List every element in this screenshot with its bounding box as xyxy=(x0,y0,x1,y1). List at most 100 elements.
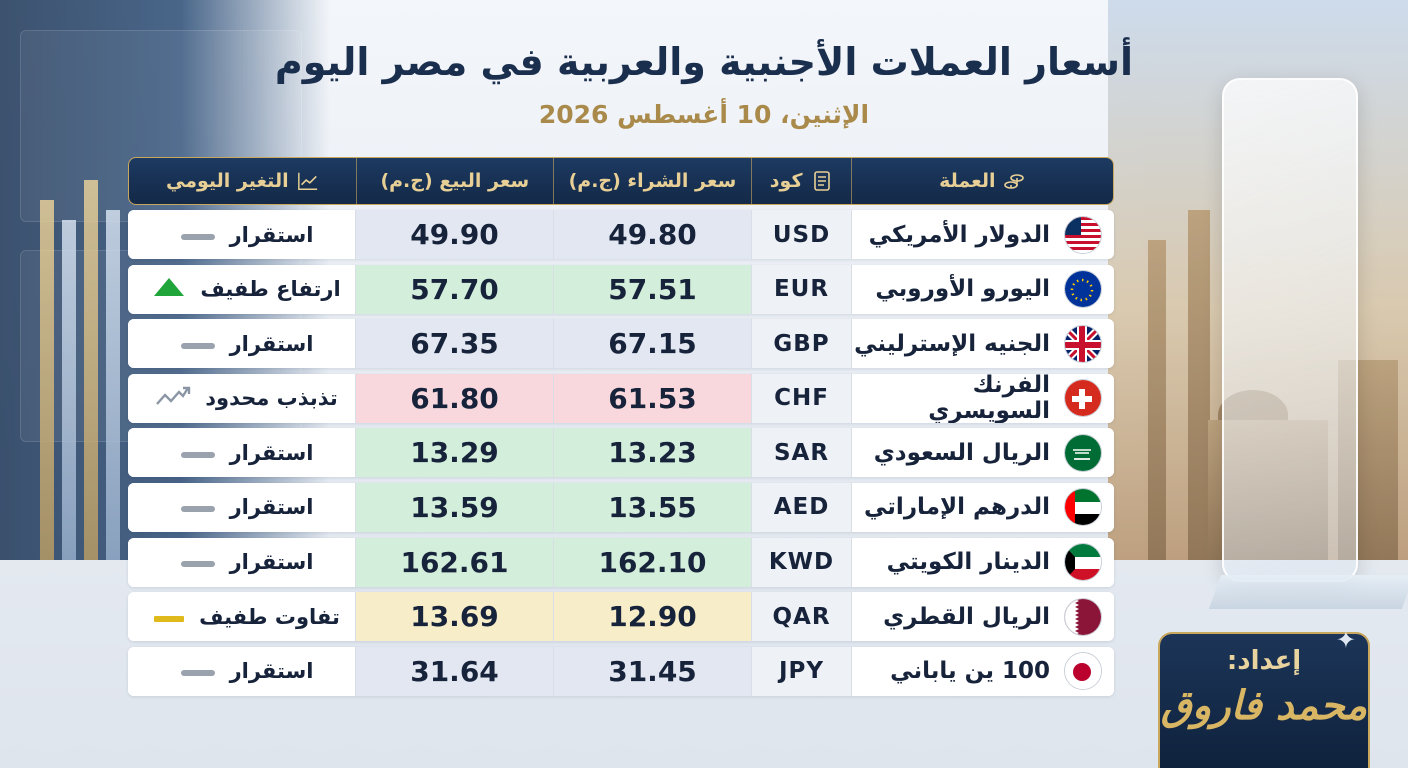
swiss-flag-icon xyxy=(1064,379,1102,418)
daily-change-cell: تذبذب محدود xyxy=(128,373,356,423)
trend-stable-icon xyxy=(180,441,216,465)
currency-name: الجنيه الإسترليني xyxy=(854,330,1050,357)
trend-stable-icon xyxy=(180,332,216,356)
table-row: الفرنك السويسري CHF 61.53 61.80 تذبذب محدود xyxy=(128,373,1114,423)
us-flag-icon xyxy=(1064,215,1102,254)
daily-change-cell: ارتفاع طفيف xyxy=(128,264,356,314)
sell-price: 13.69 xyxy=(356,592,554,642)
buy-price: 57.51 xyxy=(554,264,752,314)
currency-code: QAR xyxy=(752,592,852,642)
currency-name-cell: الجنيه الإسترليني xyxy=(852,319,1114,369)
trend-stable-icon xyxy=(180,550,216,574)
trend-stable-icon xyxy=(180,659,216,683)
currency-name-cell: الريال السعودي xyxy=(852,428,1114,478)
header-code: كود xyxy=(752,158,852,204)
currency-code: USD xyxy=(752,210,852,259)
sell-price: 61.80 xyxy=(356,373,554,423)
currency-name: الدولار الأمريكي xyxy=(868,221,1050,248)
sell-price: 31.64 xyxy=(356,646,554,696)
currency-code: CHF xyxy=(752,373,852,423)
document-icon xyxy=(811,170,833,192)
author-credit-box: ✦ إعداد: محمد فاروق xyxy=(1158,626,1370,768)
credit-label: إعداد: xyxy=(1226,646,1302,676)
table-row: الجنيه الإسترليني GBP 67.15 67.35 استقرار xyxy=(128,319,1114,369)
trend-chart-icon xyxy=(297,170,319,192)
table-row: الدينار الكويتي KWD 162.10 162.61 استقرار xyxy=(128,537,1114,587)
header-change-label: التغير اليومي xyxy=(165,170,289,192)
glass-panel-decoration xyxy=(1222,78,1358,582)
table-row: الدرهم الإماراتي AED 13.55 13.59 استقرار xyxy=(128,482,1114,532)
currency-name-cell: اليورو الأوروبي xyxy=(852,264,1114,314)
currency-code: JPY xyxy=(752,646,852,696)
sparkle-icon: ✦ xyxy=(1335,626,1356,654)
currency-code: SAR xyxy=(752,428,852,478)
sell-price: 13.59 xyxy=(356,482,554,532)
header-currency: العملة xyxy=(852,158,1113,204)
background-bar xyxy=(40,200,54,560)
currency-name-cell: الدينار الكويتي xyxy=(852,537,1114,587)
daily-change-label: استقرار xyxy=(229,222,314,247)
page-date: الإثنين، 10 أغسطس 2026 xyxy=(538,100,870,129)
daily-change-label: استقرار xyxy=(229,659,314,684)
header-buy: سعر الشراء (ج.م) xyxy=(554,158,752,204)
coins-icon xyxy=(1003,170,1025,192)
glass-base-decoration xyxy=(1208,575,1408,609)
trend-slight-icon xyxy=(153,605,185,629)
buy-price: 49.80 xyxy=(554,210,752,259)
japan-flag-icon xyxy=(1064,652,1102,691)
qatar-flag-icon xyxy=(1064,597,1102,636)
background-bar xyxy=(84,180,98,560)
currency-code: AED xyxy=(752,482,852,532)
currency-code: EUR xyxy=(752,264,852,314)
buy-price: 162.10 xyxy=(554,537,752,587)
currency-name-cell: الدرهم الإماراتي xyxy=(852,482,1114,532)
currency-name-cell: الفرنك السويسري xyxy=(852,373,1114,423)
background-bar xyxy=(62,220,76,560)
table-row: 100 ين ياباني JPY 31.45 31.64 استقرار xyxy=(128,646,1114,696)
header-currency-label: العملة xyxy=(939,170,996,192)
trend-fluctuate-icon xyxy=(155,384,191,413)
currency-name: الريال السعودي xyxy=(873,439,1050,466)
currency-name: الدرهم الإماراتي xyxy=(864,494,1050,521)
daily-change-label: استقرار xyxy=(229,550,314,575)
minaret-shape xyxy=(1188,210,1210,560)
currency-name-cell: الريال القطري xyxy=(852,592,1114,642)
header-sell: سعر البيع (ج.م) xyxy=(357,158,555,204)
daily-change-label: تذبذب محدود xyxy=(205,386,338,411)
daily-change-label: ارتفاع طفيف xyxy=(200,277,341,302)
daily-change-label: استقرار xyxy=(229,495,314,520)
saudi-flag-icon xyxy=(1064,433,1102,472)
header-change: التغير اليومي xyxy=(129,158,357,204)
kuwait-flag-icon xyxy=(1064,543,1102,582)
uae-flag-icon xyxy=(1064,488,1102,527)
currency-name: 100 ين ياباني xyxy=(890,658,1050,685)
table-row: اليورو الأوروبي EUR 57.51 57.70 ارتفاع طفيف xyxy=(128,264,1114,314)
page-title: أسعار العملات الأجنبية والعربية في مصر ا… xyxy=(274,40,1134,84)
buy-price: 31.45 xyxy=(554,646,752,696)
header-sell-label: سعر البيع (ج.م) xyxy=(380,170,530,192)
daily-change-label: استقرار xyxy=(229,440,314,465)
minaret-shape xyxy=(1148,240,1166,560)
buy-price: 12.90 xyxy=(554,592,752,642)
sell-price: 67.35 xyxy=(356,319,554,369)
uk-flag-icon xyxy=(1064,324,1102,363)
background-bar xyxy=(106,210,120,560)
credit-name: محمد فاروق xyxy=(1160,682,1368,729)
daily-change-cell: استقرار xyxy=(128,428,356,478)
buy-price: 13.23 xyxy=(554,428,752,478)
buy-price: 61.53 xyxy=(554,373,752,423)
daily-change-cell: استقرار xyxy=(128,210,356,259)
buy-price: 67.15 xyxy=(554,319,752,369)
daily-change-label: استقرار xyxy=(229,331,314,356)
currency-code: KWD xyxy=(752,537,852,587)
header-code-label: كود xyxy=(769,170,803,192)
daily-change-label: تفاوت طفيف xyxy=(199,604,340,629)
daily-change-cell: تفاوت طفيف xyxy=(128,592,356,642)
table-body: الدولار الأمريكي USD 49.80 49.90 استقرار اليو… xyxy=(128,210,1114,696)
eu-flag-icon xyxy=(1064,270,1102,309)
rates-table: العملة كود سعر الشراء (ج.م) سعر البيع (ج… xyxy=(128,157,1114,701)
table-row: الريال السعودي SAR 13.23 13.29 استقرار xyxy=(128,428,1114,478)
daily-change-cell: استقرار xyxy=(128,646,356,696)
trend-stable-icon xyxy=(180,223,216,247)
trend-up-icon xyxy=(152,276,186,303)
